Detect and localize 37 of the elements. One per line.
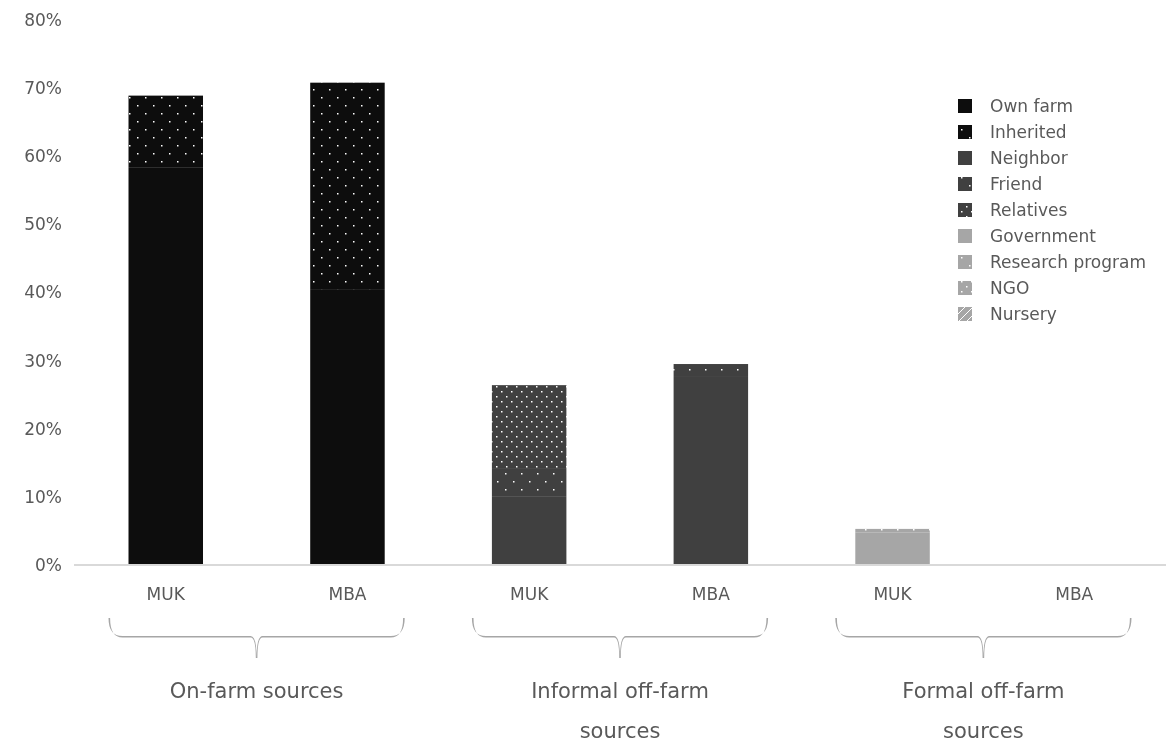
bar: [310, 82, 385, 290]
y-tick-label: 0%: [35, 554, 62, 575]
legend-label: Own farm: [990, 95, 1074, 116]
text: Formal off-farm sources: [902, 679, 1065, 743]
x-tick-label: MBA: [691, 584, 731, 604]
bar: [855, 532, 930, 565]
legend-label: Neighbor: [990, 147, 1068, 168]
y-tick-label: 40%: [24, 282, 62, 303]
y-tick-label: 70%: [24, 78, 62, 99]
bar: [128, 95, 203, 168]
x-tick-label: MUK: [873, 584, 913, 604]
legend-label: NGO: [990, 277, 1030, 298]
x-tick-label: MBA: [328, 584, 367, 604]
x-tick-label: MUK: [146, 584, 186, 604]
y-tick-label: 60%: [24, 146, 62, 167]
bar: [491, 385, 567, 469]
text: Informal off-farm sources: [531, 679, 709, 743]
x-tick-label: MBA: [1055, 584, 1094, 604]
y-tick-label: 80%: [24, 9, 62, 30]
bar: [491, 496, 567, 565]
bar: [128, 167, 203, 565]
bar: [310, 289, 385, 565]
y-tick-label: 30%: [24, 350, 62, 371]
bar: [673, 364, 749, 377]
legend-label: Friend: [990, 173, 1043, 194]
y-tick-label: 20%: [24, 418, 62, 439]
legend-label: Relatives: [990, 199, 1068, 220]
legend-label: Inherited: [990, 121, 1067, 142]
legend-label: Nursery: [990, 303, 1057, 324]
y-tick-label: 50%: [24, 214, 62, 235]
legend-label: Government: [990, 225, 1097, 246]
bar: [673, 376, 749, 565]
legend-label: Research program: [990, 251, 1146, 272]
text: On-farm sources: [169, 679, 344, 703]
x-tick-label: MUK: [510, 584, 550, 604]
bar: [491, 468, 567, 497]
y-tick-label: 10%: [24, 486, 62, 507]
